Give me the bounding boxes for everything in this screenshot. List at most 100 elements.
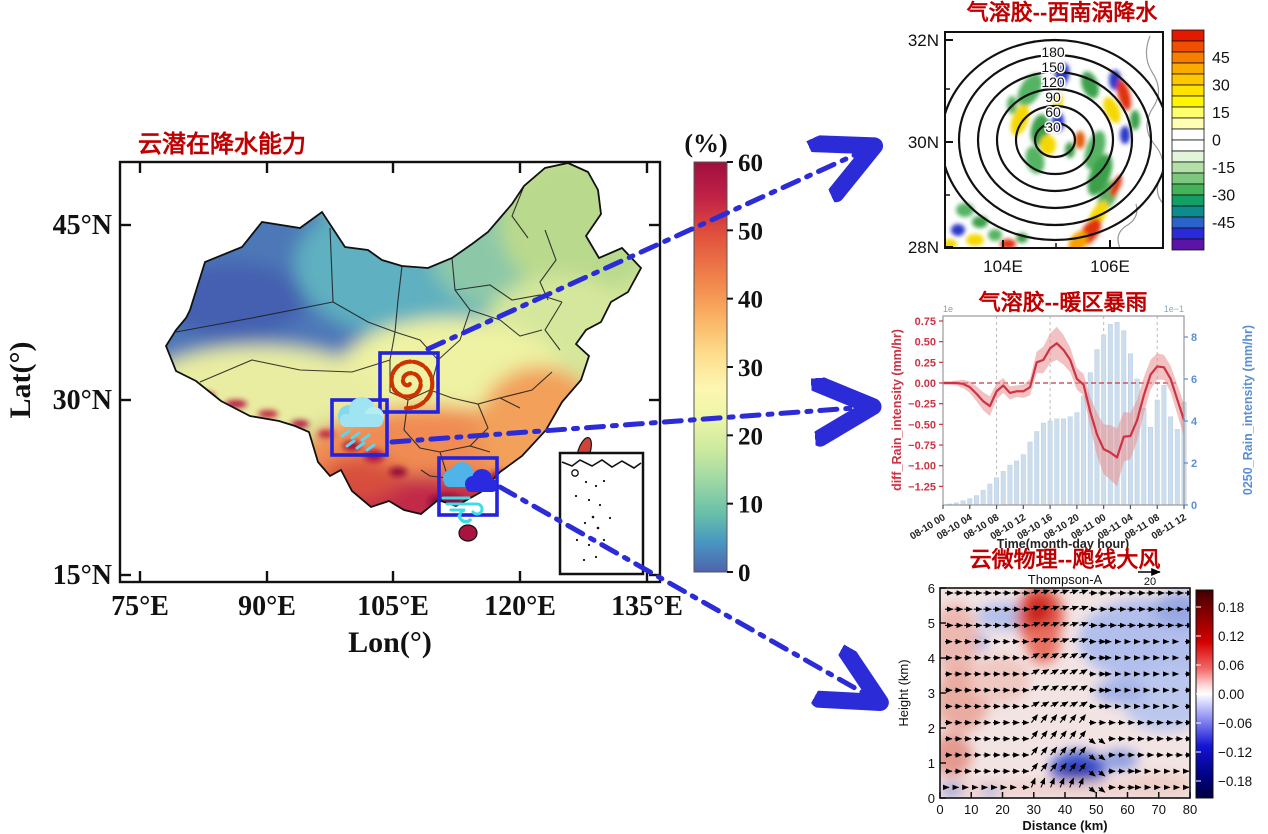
squall-x-tick: 50: [1089, 802, 1103, 817]
arrow-to-squall-panel: [497, 484, 876, 700]
map-xlabel: Lon(°): [348, 626, 432, 659]
rain-left-tick: −1.25: [908, 481, 936, 493]
vortex-x-tick: 106E: [1090, 257, 1130, 276]
rain-x-tick: 08-11 04: [1096, 512, 1135, 542]
warm-rain-box: [330, 398, 389, 457]
map-colorbar-ticks: 60 50 40 30 20 10 0: [727, 150, 763, 587]
rain-plot: 0.75 0.50 0.25 0.00 −0.25 −0.50 −0.75 −1.00 −1.2…: [908, 315, 1198, 542]
rain-x-tick: 08-10 00: [908, 512, 948, 542]
map-x-tick: 120°E: [484, 591, 556, 622]
map-colorbar-title: (%): [684, 129, 727, 158]
squall-heatmap-blobs: [940, 588, 1190, 798]
rain-cloud-icon: [338, 397, 384, 452]
rain-right-tick: 4: [1191, 416, 1198, 428]
vortex-colorbar-tick: -45: [1212, 215, 1235, 232]
squall-x-tick: 10: [964, 802, 978, 817]
rain-x-tick: 08-11 08: [1123, 512, 1162, 542]
squall-colorbar-tick: 0.18: [1218, 600, 1244, 615]
map-colorbar-tick: 50: [738, 218, 763, 245]
squall-xlabel: Distance (km): [1022, 818, 1107, 833]
vortex-y-tick: 32N: [908, 31, 939, 50]
rain-left-tick: 0.25: [915, 357, 936, 369]
vortex-panel-title: 气溶胶--西南涡降水: [966, 0, 1159, 25]
rain-right-tick: 8: [1191, 332, 1197, 344]
map-axes: [118, 160, 662, 584]
map-colorbar-tick: 0: [738, 560, 751, 587]
map-y-tick: 15°N: [53, 560, 112, 591]
vortex-colorbar-tick: 45: [1212, 50, 1230, 67]
rain-left-offset: 1e: [943, 304, 953, 314]
rain-xlabel: Time(month-day hour): [997, 537, 1129, 551]
contour-label: 120: [1041, 74, 1065, 90]
rain-x-tick: 08-11 12: [1150, 512, 1189, 542]
boundary-line: [1145, 35, 1163, 205]
rain-x-tick: 08-10 12: [989, 512, 1029, 542]
rain-x-tick: 08-10 04: [935, 512, 975, 542]
map-axis-tick-labels: 75°E 90°E 105°E 120°E 135°E 45°N 30°N 15°N: [53, 210, 683, 622]
precip-diff-blobs: [945, 63, 1140, 248]
province-boundaries: [175, 185, 563, 479]
squall-colorbar-tick: −0.12: [1218, 745, 1252, 760]
squall-y-tick: 5: [928, 616, 935, 631]
map-x-tick: 105°E: [357, 591, 429, 622]
squall-x-tick: 0: [936, 802, 943, 817]
wind-vectors: [942, 589, 1190, 793]
map-colorbar: (%) 60 50 40 30 20 10 0: [684, 129, 763, 587]
squall-x-tick: 40: [1058, 802, 1072, 817]
rain-right-offset: 1e−1: [1164, 304, 1184, 314]
vortex-panel: 气溶胶--西南涡降水: [908, 0, 1235, 276]
vortex-colorbar: 45 30 15 0 -15 -30 -45: [1171, 29, 1235, 251]
map-colorbar-tick: 30: [738, 355, 763, 382]
contour-label: 30: [1045, 119, 1061, 135]
rain-left-tick: 0.75: [915, 316, 936, 328]
squall-wind-box: [437, 456, 499, 517]
china-outline: [164, 162, 643, 515]
vortex-y-tick: 28N: [908, 238, 939, 257]
arrow-to-rain-panel: [389, 407, 868, 442]
squall-x-tick: 20: [995, 802, 1009, 817]
rain-left-tick: −0.50: [908, 419, 936, 431]
map-colorbar-tick: 60: [738, 150, 763, 177]
highlight-boxes: [330, 351, 499, 517]
squall-colorbar-tick: −0.06: [1218, 716, 1252, 731]
squall-colorbar-tick: 0.06: [1218, 658, 1244, 673]
quiver-key-value: 20: [1144, 576, 1156, 588]
squall-colorbar: 0.18 0.12 0.06 0.00 −0.06 −0.12 −0.18: [1195, 589, 1252, 799]
vortex-colorbar-tick: -15: [1212, 160, 1235, 177]
rain-left-tick: 0.00: [915, 378, 936, 390]
map-ylabel: Lat(°): [4, 342, 37, 419]
squall-panel-title: 云微物理--飑线大风: [970, 548, 1161, 572]
squall-y-tick: 4: [928, 651, 935, 666]
wind-clouds-icon: [441, 462, 497, 524]
taiwan-island: [576, 437, 592, 467]
map-y-tick: 30°N: [53, 385, 112, 416]
rain-right-tick: 6: [1191, 374, 1197, 386]
china-map-panel: 云潜在降水能力: [4, 129, 763, 659]
rain-x-tick: 08-10 20: [1042, 512, 1082, 542]
squall-y-tick: 3: [928, 686, 935, 701]
vortex-x-tick: 104E: [983, 257, 1023, 276]
vortex-colorbar-tick: 0: [1212, 133, 1221, 150]
rain-x-tick: 08-10 16: [1015, 512, 1055, 542]
rain-right-tick: 2: [1191, 458, 1197, 470]
squall-y-tick: 1: [928, 756, 935, 771]
squall-ylabel: Height (km): [896, 659, 911, 726]
rain-ylabel-left: diff_Rain_intensity (mm/hr): [890, 329, 904, 491]
vortex-y-tick: 30N: [908, 133, 939, 152]
arrow-to-vortex-panel: [425, 148, 870, 352]
rain-x-tick: 08-10 08: [962, 512, 1002, 542]
squall-subtitle: Thompson-A: [1028, 572, 1103, 587]
vortex-spiral-icon: [389, 359, 435, 411]
china-heatmap: [164, 162, 643, 542]
rain-x-tick: 08-11 00: [1069, 512, 1108, 542]
rain-left-tick: −0.25: [908, 399, 936, 411]
map-y-tick: 45°N: [53, 210, 112, 241]
map-x-tick: 135°E: [611, 591, 683, 622]
vortex-colorbar-tick: 15: [1212, 105, 1230, 122]
squall-y-tick: 2: [928, 721, 935, 736]
squall-colorbar-tick: 0.12: [1218, 629, 1244, 644]
